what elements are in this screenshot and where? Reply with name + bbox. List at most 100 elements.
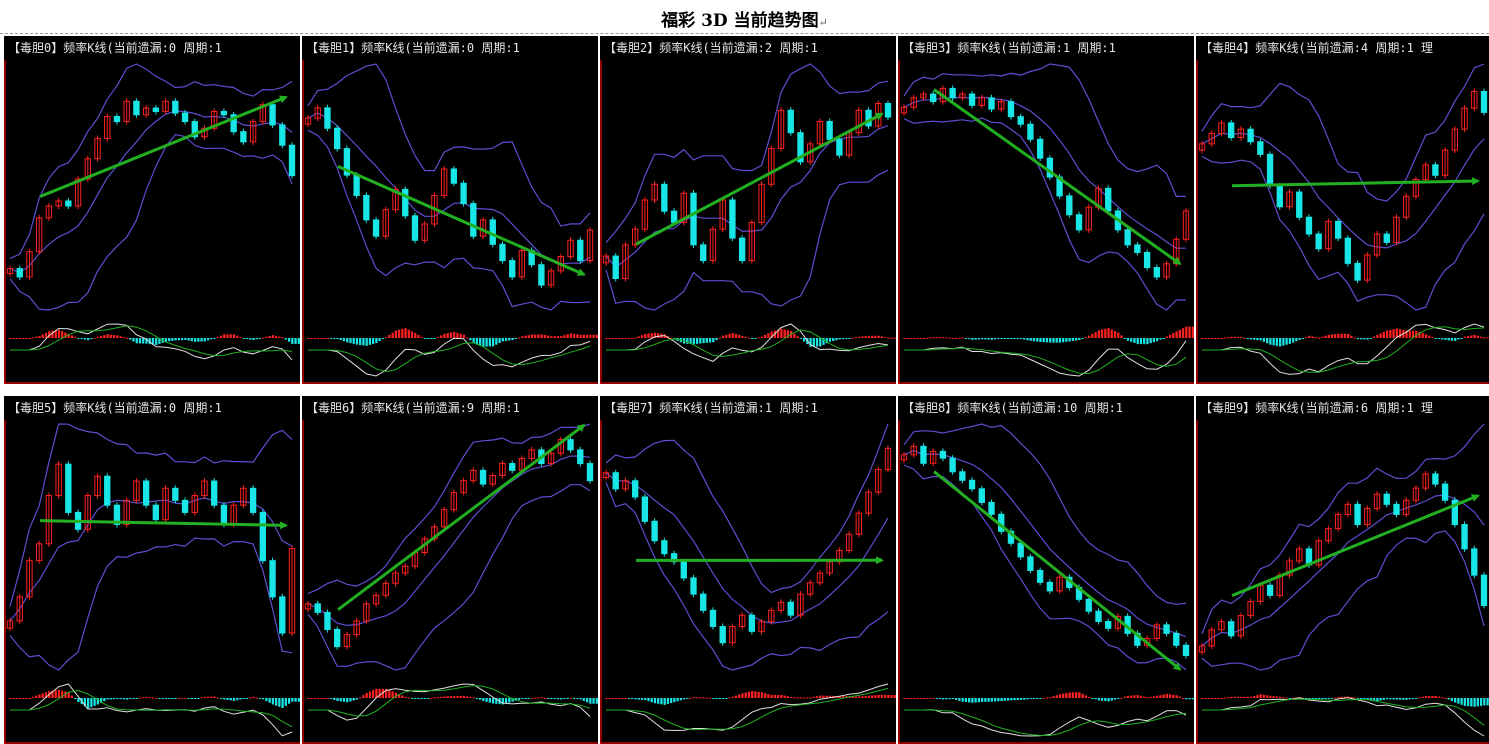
plot-background xyxy=(302,420,598,744)
histogram-bar xyxy=(236,335,239,338)
histogram-bar xyxy=(18,698,22,699)
histogram-bar xyxy=(1188,326,1191,338)
histogram-bar xyxy=(838,696,841,698)
histogram-bar xyxy=(984,338,987,340)
candle xyxy=(1105,620,1112,629)
histogram-bar xyxy=(349,338,352,344)
candlestick-chart xyxy=(600,60,896,384)
histogram-bar xyxy=(274,335,278,338)
plot-background xyxy=(898,420,1194,744)
histogram-bar xyxy=(802,338,806,342)
histogram-bar xyxy=(514,338,517,339)
histogram-bar xyxy=(313,338,316,339)
histogram-bar xyxy=(449,332,453,338)
candle xyxy=(680,192,687,223)
histogram-bar xyxy=(1288,698,1291,699)
candle xyxy=(855,109,863,134)
histogram-bar xyxy=(352,338,355,344)
histogram-bar xyxy=(320,338,323,339)
upper-band xyxy=(9,423,293,607)
candle xyxy=(661,183,668,212)
histogram-bar xyxy=(339,338,342,340)
candle xyxy=(1227,621,1235,637)
histogram-bar xyxy=(265,698,268,702)
histogram-bar xyxy=(391,691,394,698)
histogram-bar xyxy=(472,697,475,699)
histogram-bar xyxy=(980,698,984,702)
histogram-bar xyxy=(524,335,527,338)
histogram-bar xyxy=(550,336,553,338)
histogram-bar xyxy=(1045,338,1049,343)
histogram-bar xyxy=(783,695,786,698)
histogram-bar xyxy=(1052,338,1055,343)
dif-line xyxy=(308,683,591,721)
histogram-bar xyxy=(155,697,158,699)
histogram-bar xyxy=(232,334,236,338)
paragraph-mark-icon: ↵ xyxy=(818,16,828,29)
histogram-bar xyxy=(501,698,504,705)
histogram-bar xyxy=(456,695,459,698)
upper-band xyxy=(307,63,591,227)
histogram-bar xyxy=(375,338,378,344)
candle xyxy=(1441,149,1449,176)
histogram-bar xyxy=(1424,334,1428,338)
plot-background xyxy=(4,420,300,744)
histogram-bar xyxy=(219,335,223,338)
candle xyxy=(191,495,198,513)
histogram-bar xyxy=(388,334,391,338)
histogram-bar xyxy=(676,698,679,702)
histogram-bar xyxy=(1162,694,1165,698)
histogram-bar xyxy=(488,338,491,347)
histogram-bar xyxy=(368,691,372,698)
histogram-bar xyxy=(1207,338,1210,339)
histogram-bar xyxy=(754,691,757,698)
candle xyxy=(719,626,726,644)
histogram-bar xyxy=(757,337,760,339)
candle xyxy=(1143,251,1151,269)
histogram-bar xyxy=(1214,698,1217,699)
lower-band xyxy=(605,482,889,671)
histogram-bar xyxy=(1068,338,1071,342)
candle xyxy=(939,450,947,459)
histogram-bar xyxy=(138,697,142,699)
histogram-bar xyxy=(1431,336,1434,338)
candle xyxy=(1027,123,1034,140)
histogram-bar xyxy=(1081,693,1084,698)
histogram-bar xyxy=(284,338,287,340)
candle xyxy=(1066,195,1073,216)
histogram-bar xyxy=(569,697,573,699)
candle xyxy=(343,634,351,648)
trend-arrow xyxy=(39,519,288,530)
candle xyxy=(622,244,629,280)
candle xyxy=(1451,128,1459,151)
chart-title: 【毒胆6】频率K线(当前遗漏:9 周期:1 xyxy=(302,396,598,420)
histogram-bar xyxy=(909,338,912,339)
histogram-bar xyxy=(660,698,663,705)
histogram-bar xyxy=(1301,338,1304,339)
histogram-bar xyxy=(1337,333,1340,338)
histogram-bar xyxy=(74,698,77,699)
histogram-bar xyxy=(210,338,213,340)
lower-band xyxy=(1201,530,1485,671)
histogram-bar xyxy=(70,695,74,698)
histogram-bar xyxy=(993,338,997,340)
candle xyxy=(1017,542,1024,558)
histogram-bar xyxy=(28,698,31,699)
histogram-bar xyxy=(809,697,812,699)
histogram-bar xyxy=(177,698,181,699)
histogram-bar xyxy=(721,698,725,699)
candle xyxy=(949,457,956,473)
histogram-bar xyxy=(310,698,313,699)
candle xyxy=(1286,191,1293,208)
histogram-bar xyxy=(1087,335,1091,338)
histogram-bar xyxy=(1343,333,1347,338)
histogram-bar xyxy=(1133,695,1136,698)
histogram-bar xyxy=(1123,696,1126,698)
histogram-bar xyxy=(657,698,660,704)
histogram-bar xyxy=(744,336,747,338)
histogram-bar xyxy=(1233,696,1236,698)
histogram-bar xyxy=(932,697,935,699)
histogram-bar xyxy=(534,334,537,338)
histogram-bar xyxy=(365,338,368,346)
histogram-bar xyxy=(375,688,378,698)
